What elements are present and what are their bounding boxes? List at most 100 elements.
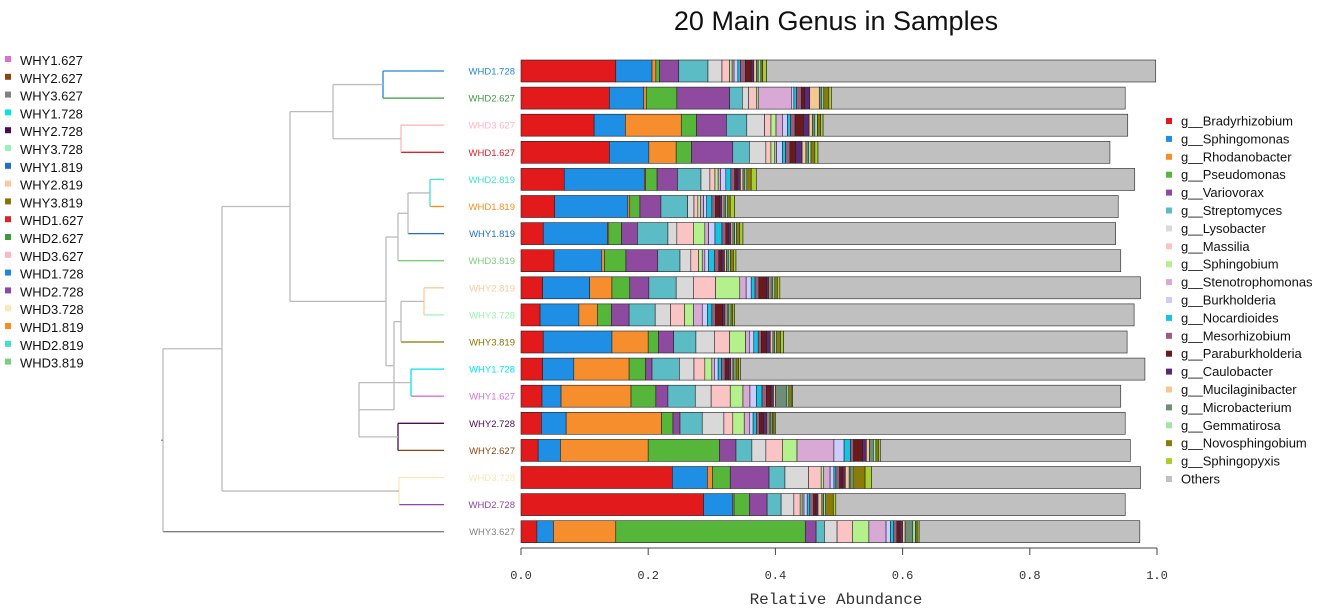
legend-label: g__Rhodanobacter	[1181, 149, 1292, 164]
bar-segment	[673, 330, 697, 354]
bar-segment	[831, 86, 1126, 110]
bar-segment	[520, 168, 565, 191]
bar-segment	[739, 222, 744, 245]
legend-label: g__Nocardioides	[1181, 310, 1279, 325]
bar-segment	[735, 357, 739, 381]
legend-swatch	[1166, 118, 1172, 124]
bar-segment	[817, 141, 1111, 164]
bar-segment	[721, 357, 726, 381]
bar-segment	[725, 222, 729, 245]
bar-segment	[756, 411, 760, 435]
bar-segment	[750, 168, 757, 191]
bar-segment	[869, 439, 874, 462]
bar-segment	[782, 113, 788, 137]
bar-segment	[779, 276, 1141, 300]
legend-swatch	[5, 180, 11, 187]
legend-label: g__Bradyrhizobium	[1181, 114, 1293, 129]
bar-segment	[775, 411, 1126, 435]
bar-segment	[766, 384, 772, 408]
bar-segment	[542, 330, 613, 354]
sample-label: WHY1.728	[469, 365, 515, 376]
bar-segment	[753, 59, 757, 83]
bar-segment	[745, 59, 752, 83]
legend-swatch	[5, 198, 11, 205]
bar-segment	[829, 466, 835, 489]
sample-label: WHD3.819	[469, 256, 515, 267]
bar-segment	[777, 276, 781, 300]
legend-label: WHY2.627	[20, 71, 83, 86]
legend-label: Others	[1181, 472, 1221, 487]
bar-segment	[660, 195, 688, 218]
bar-segment	[733, 59, 739, 83]
bar-segment	[727, 195, 731, 218]
sample-color-legend: WHY1.627 WHY2.627 WHY3.627 WHY1.728 WHY2.728…	[5, 53, 84, 371]
bar-segment	[693, 303, 703, 327]
bar-segment	[542, 222, 608, 245]
bar-segment	[721, 59, 730, 83]
bar-segment	[536, 520, 554, 544]
bar-segment	[835, 466, 840, 489]
legend-label: WHY2.728	[20, 124, 83, 139]
bar-segment	[796, 439, 835, 462]
bar-segment	[709, 168, 716, 191]
bar-segment	[803, 493, 808, 516]
bar-segment	[828, 86, 832, 110]
bar-segment	[611, 303, 630, 327]
bar-segment	[520, 113, 595, 137]
bar-segment	[715, 276, 741, 300]
sample-label: WHD2.819	[469, 175, 515, 186]
bar-segment	[723, 411, 734, 435]
sample-label: WHY3.627	[469, 527, 515, 538]
bar-segment	[700, 168, 711, 191]
bar-segment	[789, 141, 797, 164]
genus-legend: g__Bradyrhizobium g__Sphingomonas g__Rhoda…	[1166, 114, 1313, 487]
legend-label: g__Variovorax	[1181, 185, 1264, 200]
bar-segment	[714, 249, 720, 272]
x-tick-label: 0.4	[765, 569, 787, 583]
bar-segment	[560, 439, 649, 462]
bar-segment	[647, 330, 659, 354]
bar-segment	[645, 357, 653, 381]
bar-segment	[823, 466, 831, 489]
legend-swatch	[1166, 368, 1172, 375]
legend-label: WHY3.728	[20, 142, 83, 157]
bar-segment	[701, 303, 708, 327]
bar-segment	[611, 330, 649, 354]
bar-segment	[822, 113, 1129, 137]
legend-label: WHY2.819	[20, 178, 83, 193]
bar-segment	[656, 168, 678, 191]
bar-segment	[754, 276, 760, 300]
legend-label: g__Paraburkholderia	[1181, 346, 1302, 361]
bar-segment	[724, 357, 729, 381]
bar-segment	[757, 330, 762, 354]
bar-segment	[801, 86, 805, 110]
bar-segment	[541, 384, 562, 408]
legend-swatch	[1166, 458, 1172, 465]
legend-swatch	[1166, 332, 1172, 339]
bar-segment	[774, 276, 778, 300]
bar-segment	[746, 113, 765, 137]
bar-segment	[918, 520, 1141, 544]
legend-label: g__Streptomyces	[1181, 203, 1283, 218]
legend-label: g__Sphingobium	[1181, 257, 1279, 272]
bar-segment	[751, 439, 767, 462]
bar-segment	[701, 249, 706, 272]
bar-segment	[823, 86, 830, 110]
bar-segment	[648, 141, 677, 164]
bar-segment	[746, 168, 752, 191]
x-tick-label: 0.6	[892, 569, 914, 583]
legend-swatch	[1166, 476, 1172, 482]
legend-label: g__Lysobacter	[1181, 221, 1266, 236]
bar-segment	[707, 303, 713, 327]
bar-segment	[520, 303, 541, 327]
bar-segment	[726, 113, 748, 137]
bar-segment	[893, 520, 898, 544]
legend-label: g__Massilia	[1181, 239, 1250, 254]
bar-segment	[625, 249, 659, 272]
bar-segment	[672, 411, 681, 435]
sample-label: WHY3.728	[469, 310, 515, 321]
legend-label: g__Gemmatirosa	[1181, 418, 1281, 433]
legend-swatch	[1166, 261, 1172, 268]
bar-segment	[714, 330, 730, 354]
bar-segment	[780, 493, 795, 516]
